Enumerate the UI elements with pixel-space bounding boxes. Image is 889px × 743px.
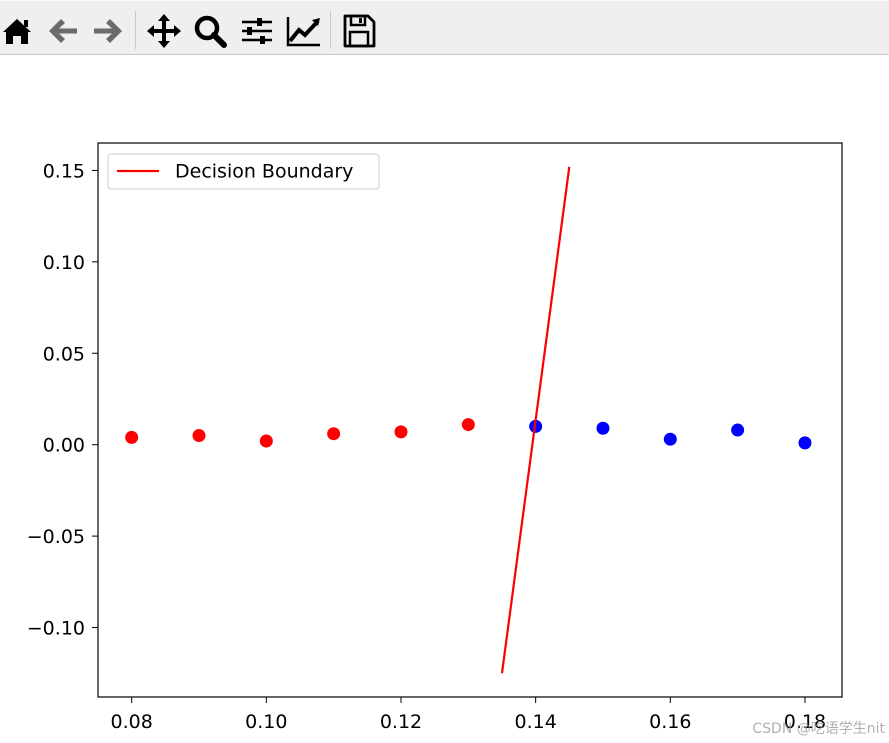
legend-label: Decision Boundary — [175, 161, 353, 183]
y-tick-label: −0.10 — [27, 618, 85, 640]
scatter-point — [259, 434, 273, 448]
save-icon[interactable] — [341, 13, 377, 49]
scatter-point — [461, 418, 475, 432]
watermark-text: CSDN @吃语学生nit — [752, 721, 885, 737]
scatter-point — [663, 432, 677, 446]
y-tick-label: 0.05 — [43, 343, 85, 365]
x-tick-label: 0.18 — [784, 711, 826, 733]
y-tick-label: 0.00 — [43, 435, 85, 457]
zoom-icon[interactable] — [192, 13, 228, 49]
toolbar-separator — [330, 11, 331, 49]
y-tick-label: −0.05 — [27, 526, 85, 548]
axes-frame — [97, 142, 843, 698]
scatter-point — [125, 430, 139, 444]
legend: Decision Boundary — [107, 153, 380, 190]
scatter-point — [192, 429, 206, 443]
decision-boundary-line — [500, 166, 571, 674]
y-tick-label: 0.10 — [43, 252, 85, 274]
edit-axis-icon[interactable] — [285, 13, 321, 49]
forward-icon[interactable] — [90, 13, 126, 49]
configure-subplots-icon[interactable] — [239, 13, 275, 49]
home-icon[interactable] — [0, 13, 36, 49]
x-tick-label: 0.14 — [514, 711, 556, 733]
x-tick-label: 0.10 — [245, 711, 287, 733]
navigation-toolbar — [0, 0, 889, 55]
scatter-point — [798, 436, 812, 450]
scatter-point — [596, 421, 610, 435]
y-tick-label: 0.15 — [43, 160, 85, 182]
pan-icon[interactable] — [146, 13, 182, 49]
scatter-point — [394, 425, 408, 439]
x-tick-label: 0.12 — [380, 711, 422, 733]
scatter-point — [731, 423, 745, 437]
scatter-point — [327, 427, 341, 441]
x-tick-label: 0.16 — [649, 711, 691, 733]
back-icon[interactable] — [45, 13, 81, 49]
toolbar-separator — [135, 11, 136, 49]
x-tick-label: 0.08 — [111, 711, 153, 733]
